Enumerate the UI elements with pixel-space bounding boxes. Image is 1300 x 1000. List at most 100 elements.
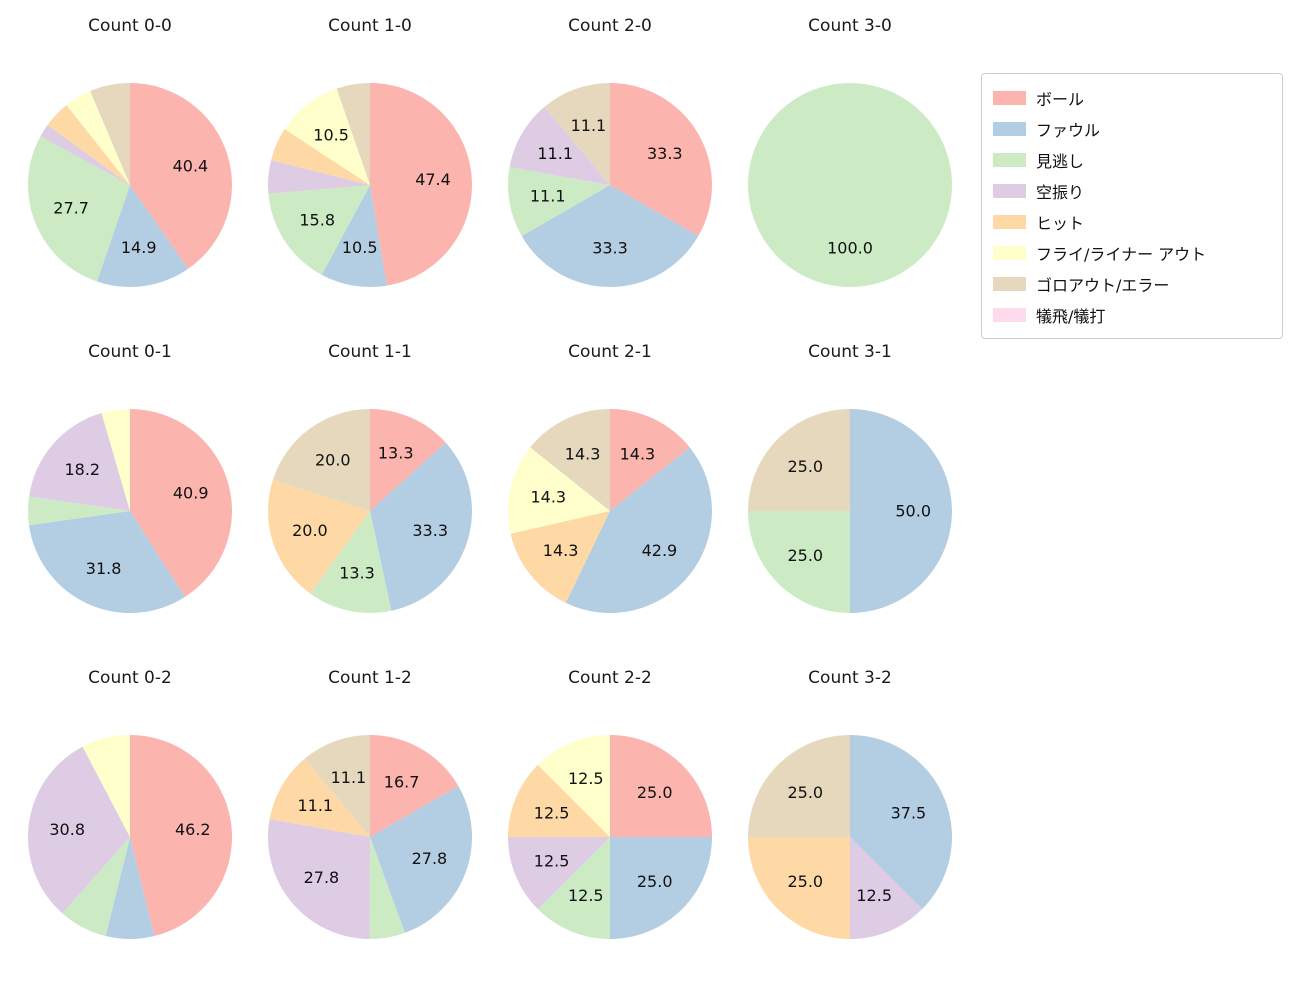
- pie-slice: [130, 83, 232, 269]
- pie-slice: [284, 88, 370, 185]
- legend-item: 空振り: [993, 175, 1271, 206]
- pie-slice: [105, 837, 155, 940]
- slice-label: 14.9: [121, 238, 157, 257]
- pie-slice: [748, 83, 952, 287]
- slice-label: 50.0: [895, 502, 931, 521]
- slice-label: 25.0: [787, 457, 823, 476]
- pie-slice: [370, 786, 473, 933]
- pie-slice: [82, 735, 130, 837]
- slice-label: 27.8: [412, 849, 448, 868]
- legend-swatch-hit: [993, 214, 1026, 229]
- slice-label: 42.9: [642, 541, 678, 560]
- chart-cell-count-0-0: Count 0-0 40.4 14.9 27.7: [10, 0, 250, 326]
- pie-slice: [544, 83, 610, 185]
- pie-chart-count-1-1: 13.3 33.3 13.3 20.0 20.0: [267, 409, 472, 613]
- pie-slice: [370, 409, 446, 511]
- pie-slice: [850, 837, 923, 939]
- pie-slice: [27, 746, 130, 914]
- slice-label: 20.0: [315, 450, 351, 469]
- slice-label: 37.5: [891, 803, 927, 822]
- slice-label: 25.0: [787, 783, 823, 802]
- legend-label: ボール: [1036, 89, 1085, 109]
- legend-swatch-groundout-error: [993, 276, 1026, 291]
- slice-label: 14.3: [543, 541, 579, 560]
- legend-item: ゴロアウト/エラー: [993, 268, 1271, 299]
- slice-label: 31.8: [86, 559, 122, 578]
- pie-slice: [29, 511, 185, 613]
- slice-label: 27.7: [53, 199, 89, 218]
- chart-cell-count-0-2: Count 0-2 46.2 30.8: [10, 652, 250, 978]
- pie-slice: [130, 409, 232, 597]
- legend-item: フライ/ライナー アウト: [993, 237, 1271, 268]
- slice-label: 30.8: [49, 820, 85, 839]
- slice-label: 33.3: [592, 239, 628, 258]
- slice-label: 46.2: [175, 820, 211, 839]
- chart-title: Count 1-2: [328, 668, 412, 688]
- chart-title: Count 3-2: [808, 668, 892, 688]
- legend-item: ファウル: [993, 113, 1271, 144]
- slice-label: 20.0: [292, 521, 328, 540]
- pie-slice: [370, 83, 472, 286]
- pie-slice: [508, 837, 610, 910]
- pie-slice: [101, 409, 130, 511]
- legend-swatch-foul: [993, 121, 1026, 136]
- chart-cell-count-3-2: Count 3-2 37.5 12.5 25.0 25.0: [730, 652, 970, 978]
- slice-label: 14.3: [530, 487, 566, 506]
- pie-chart-count-3-0: 100.0: [748, 83, 952, 287]
- legend-item: 犠飛/犠打: [993, 299, 1271, 330]
- slice-label: 10.5: [342, 238, 378, 257]
- pie-slice: [508, 447, 610, 534]
- chart-title: Count 0-0: [88, 16, 172, 36]
- slice-label: 25.0: [787, 872, 823, 891]
- slice-label: 25.0: [637, 783, 673, 802]
- legend-item: ボール: [993, 82, 1271, 113]
- pie-slice: [530, 409, 610, 511]
- pie-slice: [748, 837, 850, 939]
- slice-label: 12.5: [534, 852, 570, 871]
- pie-chart-count-2-0: 33.3 33.3 11.1 11.1 11.1: [508, 83, 712, 287]
- pie-chart-count-0-2: 46.2 30.8: [27, 735, 233, 940]
- slice-label: 13.3: [378, 444, 414, 463]
- pie-slice: [321, 185, 387, 287]
- pie-slice: [509, 106, 610, 185]
- chart-title: Count 0-2: [88, 668, 172, 688]
- pie-slice: [565, 447, 713, 614]
- pie-slice: [28, 496, 131, 526]
- chart-cell-count-2-1: Count 2-1 14.3 42.9 14.3 14.3 14.3: [490, 326, 730, 652]
- pie-slice: [510, 511, 610, 603]
- slice-label: 33.3: [647, 144, 683, 163]
- pie-slice: [537, 837, 610, 939]
- chart-title: Count 2-2: [568, 668, 652, 688]
- legend: ボール ファウル 見逃し 空振り ヒット フライ/ライナー アウト ゴロアウト/…: [981, 73, 1283, 339]
- pie-chart-count-1-0: 47.4 10.5 15.8 10.5: [268, 83, 472, 287]
- pie-slice: [267, 479, 370, 594]
- pie-slice: [268, 160, 370, 194]
- pie-slice: [610, 409, 690, 511]
- slice-label: 27.8: [304, 868, 340, 887]
- pie-chart-count-3-1: 50.0 25.0 25.0: [748, 409, 952, 613]
- slice-label: 13.3: [339, 563, 375, 582]
- legend-swatch-sacrifice: [993, 307, 1026, 322]
- slice-label: 12.5: [568, 769, 604, 788]
- slice-label: 15.8: [299, 210, 335, 229]
- pie-slice: [29, 413, 130, 511]
- pie-slice: [508, 167, 610, 236]
- pie-chart-count-0-1: 40.9 31.8 18.2: [28, 409, 232, 613]
- slice-label: 25.0: [637, 872, 673, 891]
- chart-cell-count-2-2: Count 2-2 25.0 25.0 12.5 12.5 12.5 12.5: [490, 652, 730, 978]
- chart-cell-count-1-1: Count 1-1 13.3 33.3 13.3 20.0 20.0: [250, 326, 490, 652]
- legend-label: フライ/ライナー アウト: [1036, 244, 1207, 264]
- pie-slice: [370, 442, 472, 611]
- chart-cell-count-0-1: Count 0-1 40.9 31.8 18.2: [10, 326, 250, 652]
- chart-cell-count-2-0: Count 2-0 33.3 33.3 11.1 11.1 11.1: [490, 0, 730, 326]
- chart-cell-count-1-2: Count 1-2 16.7 27.8 27.8 11.1 11.1: [250, 652, 490, 978]
- slice-label: 12.5: [534, 803, 570, 822]
- slice-label: 11.1: [571, 116, 607, 135]
- pie-slice: [537, 735, 610, 837]
- chart-cell-count-1-0: Count 1-0 47.4 10.5 15.8 10.5: [250, 0, 490, 326]
- pie-slice: [271, 129, 370, 185]
- slice-label: 33.3: [412, 521, 448, 540]
- pie-slice: [850, 735, 952, 910]
- pie-slice: [610, 837, 712, 939]
